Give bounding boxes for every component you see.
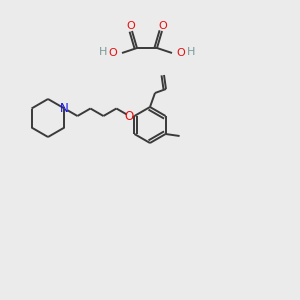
Text: O: O [125, 110, 134, 122]
Text: H: H [187, 47, 195, 57]
Text: N: N [60, 102, 69, 115]
Text: O: O [177, 48, 185, 58]
Text: O: O [109, 48, 117, 58]
Text: H: H [99, 47, 107, 57]
Text: O: O [159, 21, 167, 31]
Text: O: O [127, 21, 135, 31]
